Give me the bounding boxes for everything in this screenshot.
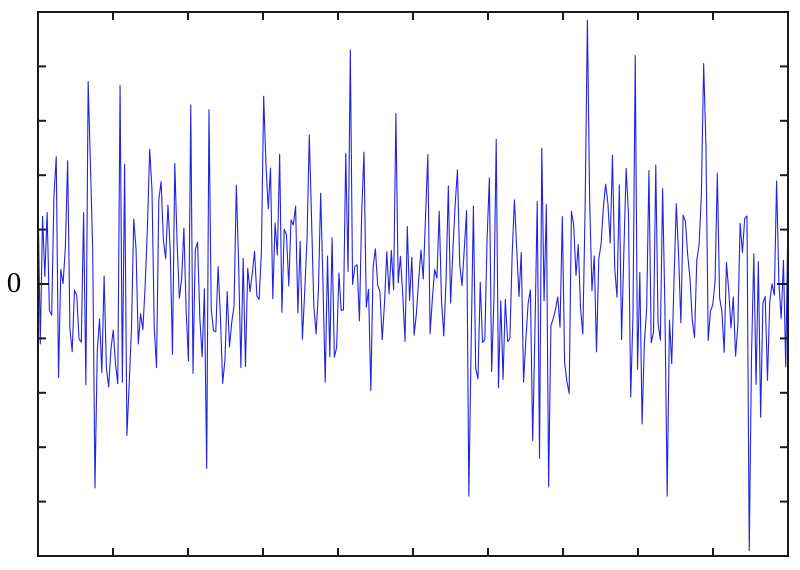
noise-series bbox=[37, 19, 789, 552]
plot-frame bbox=[37, 11, 789, 557]
noise-series-line bbox=[37, 19, 789, 552]
y-axis-zero-label: 0 bbox=[7, 267, 22, 299]
axis-ticks bbox=[38, 12, 788, 556]
